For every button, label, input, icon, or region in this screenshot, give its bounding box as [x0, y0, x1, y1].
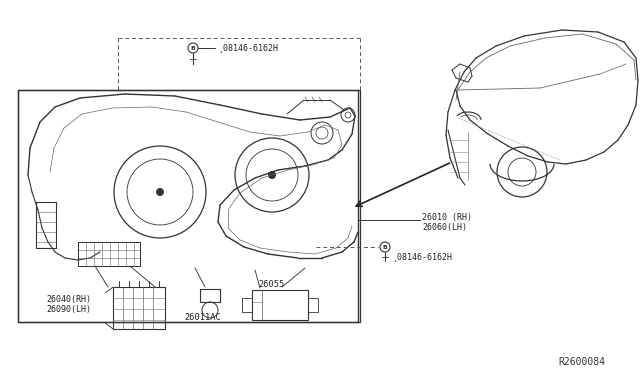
Text: R2600084: R2600084: [558, 357, 605, 367]
Bar: [113, 287, 165, 329]
Text: B: B: [191, 45, 195, 51]
Bar: [242, 298, 252, 312]
Text: 26055: 26055: [258, 280, 284, 289]
Text: 26040(RH)
26090(LH): 26040(RH) 26090(LH): [46, 295, 91, 314]
Text: ¸08146-6162H: ¸08146-6162H: [218, 43, 278, 52]
Text: 26010 (RH)
26060(LH): 26010 (RH) 26060(LH): [422, 213, 472, 232]
Text: ¸08146-6162H: ¸08146-6162H: [392, 252, 452, 261]
Bar: [252, 290, 308, 320]
Bar: [308, 298, 318, 312]
Text: B: B: [383, 244, 387, 250]
Text: 26011AC: 26011AC: [184, 313, 221, 322]
Circle shape: [156, 188, 164, 196]
Bar: [18, 90, 360, 322]
Circle shape: [268, 171, 276, 179]
